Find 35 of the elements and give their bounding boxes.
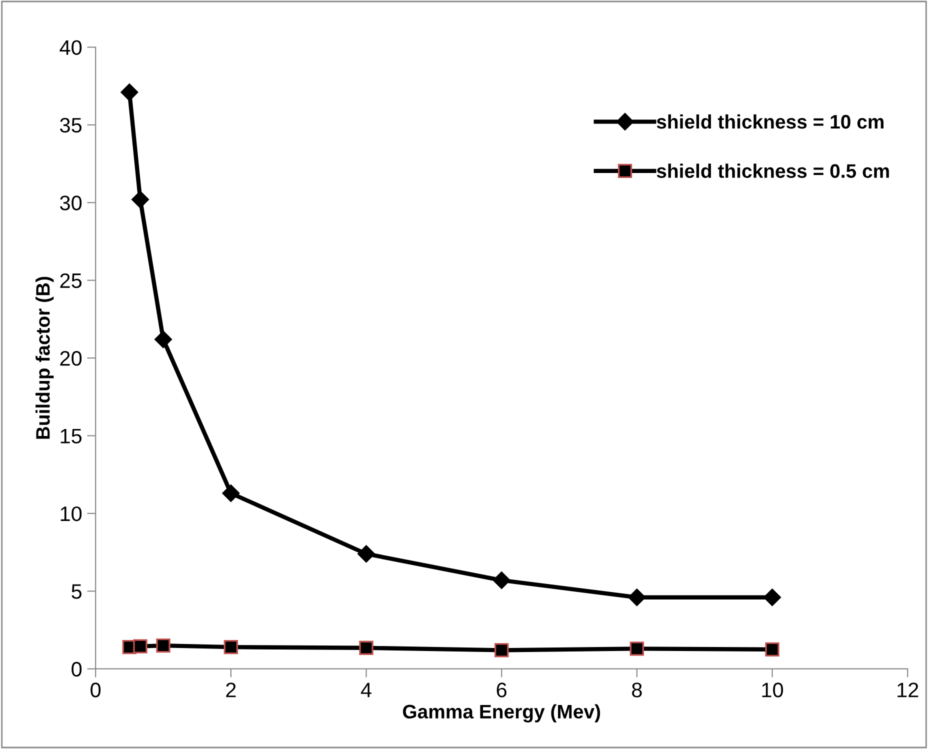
x-tick-label: 2	[226, 682, 236, 698]
x-tick-label: 0	[90, 682, 101, 698]
point	[154, 330, 172, 348]
x-tick-label: 10	[762, 682, 784, 698]
point	[120, 84, 138, 101]
y-tick-label: 5	[72, 584, 82, 599]
point	[133, 639, 148, 654]
y-tick-label: 40	[60, 40, 82, 55]
y-tick-label: 25	[60, 273, 82, 288]
y-tick-label: 20	[60, 351, 82, 366]
point	[494, 643, 509, 658]
point	[630, 642, 644, 656]
point	[224, 640, 238, 654]
x-axis-title: Gamma Energy (Mev)	[402, 704, 600, 722]
x-tick-label: 6	[496, 682, 506, 698]
legend-label: shield thickness = 10 cm	[656, 114, 884, 129]
point	[222, 484, 240, 502]
y-tick-label: 30	[60, 196, 82, 210]
y-tick-label: 10	[60, 506, 82, 522]
point	[628, 588, 646, 606]
point	[359, 640, 374, 655]
point	[156, 638, 170, 653]
point	[492, 572, 510, 589]
y-tick-label: 15	[60, 428, 82, 444]
point	[358, 545, 375, 563]
y-tick-label: 35	[60, 118, 82, 133]
x-tick-label: 8	[632, 682, 642, 698]
point	[765, 642, 780, 657]
point	[132, 190, 149, 208]
y-tick-label: 0	[72, 662, 82, 677]
point	[764, 588, 781, 606]
legend-label: shield thickness = 0.5 cm	[656, 164, 889, 178]
x-tick-label: 12	[898, 682, 918, 698]
y-axis-title: Buildup factor (B)	[36, 276, 54, 439]
x-tick-label: 4	[360, 682, 372, 698]
